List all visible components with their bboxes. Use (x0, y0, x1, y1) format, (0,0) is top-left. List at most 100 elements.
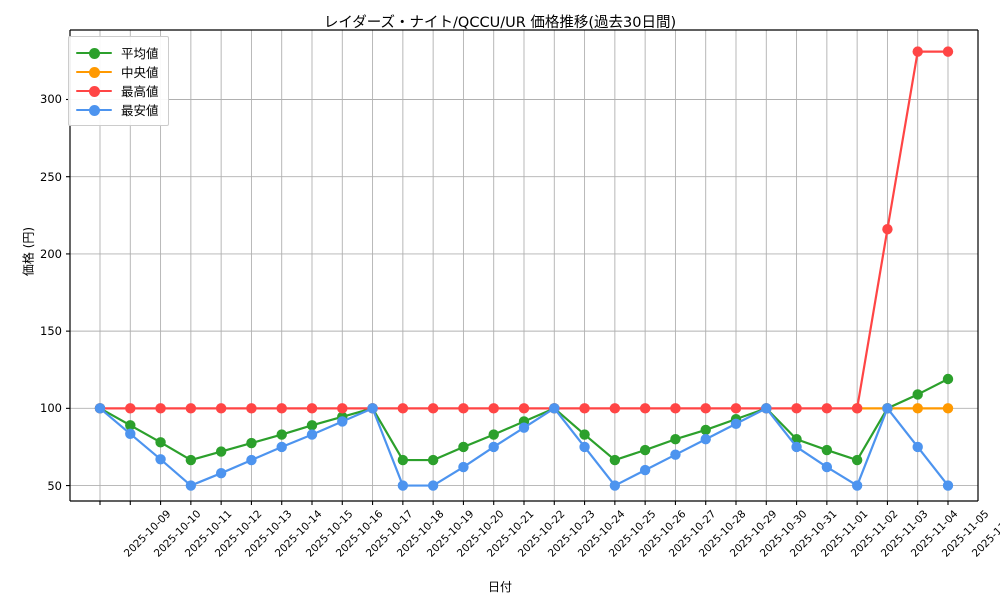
data-point (246, 454, 257, 466)
data-point (185, 480, 197, 491)
data-point (609, 403, 621, 414)
data-point (337, 403, 348, 414)
data-point (215, 446, 227, 457)
data-point (155, 437, 166, 448)
data-point (155, 403, 166, 414)
y-tick-label: 150 (40, 324, 62, 339)
data-point (488, 429, 499, 440)
y-tick-label: 50 (47, 478, 62, 493)
data-point (851, 403, 863, 414)
legend-label: 最安値 (121, 103, 159, 118)
data-point (458, 441, 469, 453)
data-point (488, 441, 499, 453)
data-point (821, 403, 833, 414)
data-point (821, 461, 833, 473)
data-point (882, 224, 893, 235)
data-point (882, 403, 893, 414)
chart-title: レイダーズ・ナイト/QCCU/UR 価格推移(過去30日間) (323, 15, 677, 31)
data-point (488, 403, 499, 414)
legend-label: 平均値 (121, 46, 159, 61)
data-point (125, 403, 136, 414)
data-point (942, 480, 954, 491)
data-point (912, 403, 923, 414)
data-point (185, 403, 197, 414)
data-point (246, 437, 257, 449)
data-point (397, 454, 409, 466)
data-point (337, 416, 348, 427)
legend-item[interactable]: 最高値 (76, 81, 159, 100)
data-point (791, 403, 802, 414)
data-point (912, 441, 923, 453)
data-point (306, 429, 318, 440)
data-point (155, 454, 166, 465)
legend-item[interactable]: 最安値 (76, 100, 159, 119)
y-tick-label: 300 (40, 92, 62, 107)
data-point (215, 468, 227, 479)
data-point (700, 434, 711, 445)
legend-item[interactable]: 中央値 (76, 62, 159, 81)
data-point (427, 403, 439, 414)
data-point (942, 403, 954, 414)
data-point (306, 420, 318, 431)
legend-item[interactable]: 平均値 (76, 43, 159, 62)
data-point (518, 422, 530, 433)
data-point (609, 454, 621, 466)
data-point (125, 428, 136, 440)
data-point (215, 403, 227, 414)
data-point (579, 429, 590, 440)
data-point (912, 389, 923, 400)
data-point (579, 403, 590, 414)
data-point (549, 403, 560, 414)
data-point (276, 403, 287, 414)
data-point (458, 461, 469, 473)
data-point (276, 429, 287, 440)
data-point (821, 444, 833, 456)
data-point (670, 434, 681, 445)
data-point (670, 449, 681, 460)
legend-label: 最高値 (121, 84, 159, 99)
data-point (306, 403, 318, 414)
data-point (609, 480, 621, 491)
data-point (912, 46, 923, 57)
data-point (761, 403, 772, 414)
data-point (579, 441, 590, 453)
data-point (458, 403, 469, 414)
legend-marker-icon (76, 85, 112, 97)
data-point (367, 403, 378, 414)
data-point (518, 403, 530, 414)
data-point (639, 403, 651, 414)
data-point (851, 480, 863, 491)
y-tick-label: 200 (40, 246, 62, 261)
data-point (730, 403, 742, 414)
legend-marker-icon (76, 66, 112, 78)
data-point (276, 441, 287, 453)
data-point (700, 424, 711, 436)
data-point (639, 464, 651, 476)
data-point (942, 373, 954, 385)
data-point (791, 434, 802, 445)
series-2 (94, 46, 954, 414)
data-point (670, 403, 681, 414)
series-3 (94, 403, 954, 491)
data-point (942, 46, 954, 57)
series-1 (851, 403, 954, 414)
chart-legend: 平均値中央値最高値最安値 (68, 36, 169, 126)
data-point (397, 403, 409, 414)
data-point (246, 403, 257, 414)
data-point (730, 418, 742, 429)
y-tick-label: 100 (40, 401, 62, 416)
legend-marker-icon (76, 104, 112, 116)
data-point (427, 480, 439, 491)
data-point (125, 420, 136, 431)
axis-ticks (66, 98, 949, 505)
data-point (427, 454, 439, 466)
data-point (791, 441, 802, 453)
legend-label: 中央値 (121, 65, 159, 80)
data-point (185, 454, 197, 466)
data-point (851, 454, 863, 466)
data-point (397, 480, 409, 491)
x-axis-label: 日付 (487, 580, 512, 594)
y-tick-label: 250 (40, 169, 62, 184)
